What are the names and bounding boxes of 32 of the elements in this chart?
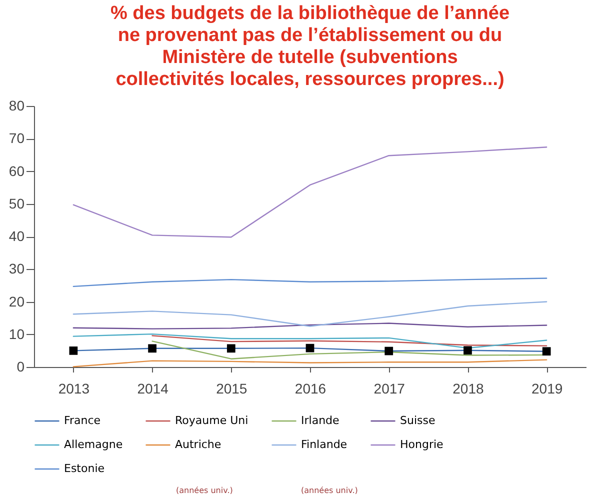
legend-label: Estonie (64, 462, 105, 475)
line-series (72, 301, 548, 327)
x-tick-label: 2015 (216, 380, 248, 396)
line-series (72, 146, 548, 238)
x-tick-label: 2016 (294, 380, 326, 396)
y-tick-label: 80 (8, 98, 25, 114)
y-tick-label: 60 (8, 162, 25, 179)
y-tick-label: 40 (8, 228, 25, 244)
x-tick-label: 2018 (452, 380, 484, 396)
x-tick-label: 2019 (531, 380, 563, 396)
legend-label: Suisse (400, 414, 436, 427)
text: (années univ.) (176, 486, 233, 495)
line-series (72, 278, 548, 288)
y-tick-label: 50 (8, 195, 25, 212)
legend-label: Irlande (301, 414, 340, 427)
y-tick-label: 30 (8, 260, 25, 277)
x-tick-label: 2013 (58, 380, 90, 396)
legend-label: Allemagne (64, 438, 123, 451)
x-tick-label: 2014 (137, 380, 169, 396)
legend-label: Finlande (301, 438, 348, 451)
chart-title: % des budgets de la bibliothèque de l’année ne provenant pas de l’établissement ou du Ministère de tutelle (subventions collectivités locales, ressources propres...) (110, 3, 510, 90)
x-tick-label: 2017 (374, 380, 406, 396)
y-tick-label: 70 (8, 130, 25, 146)
legend-label: Royaume Uni (175, 414, 248, 427)
y-tick-label: 10 (8, 326, 25, 342)
legend-label: Autriche (175, 438, 222, 451)
line-series (72, 359, 548, 368)
legend-label: France (64, 414, 101, 427)
y-tick-label: 0 (16, 358, 25, 374)
legend-label: Hongrie (400, 438, 444, 451)
text: (années univ.) (301, 486, 358, 495)
y-tick-label: 20 (8, 293, 25, 310)
